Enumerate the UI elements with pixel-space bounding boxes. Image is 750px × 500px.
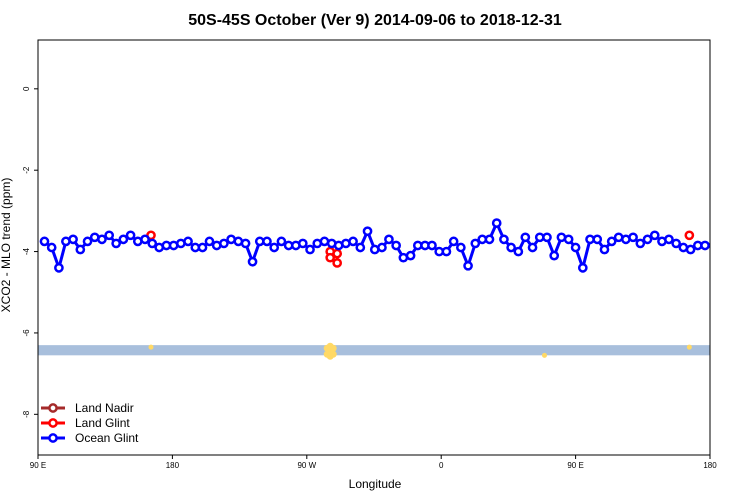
legend-marker bbox=[48, 433, 58, 443]
data-point bbox=[240, 238, 251, 249]
data-point bbox=[527, 242, 538, 253]
x-tick-label: 90 E bbox=[30, 461, 46, 470]
data-point bbox=[54, 262, 64, 273]
y-tick-label: -8 bbox=[22, 410, 31, 418]
x-tick-label: 90 E bbox=[567, 461, 583, 470]
data-point bbox=[46, 242, 57, 253]
data-point bbox=[599, 244, 610, 255]
data-point bbox=[664, 234, 674, 245]
data-point bbox=[391, 240, 402, 251]
plot-frame bbox=[37, 39, 711, 456]
data-point bbox=[82, 236, 93, 247]
data-point bbox=[118, 234, 129, 245]
data-point bbox=[520, 232, 531, 243]
data-point bbox=[484, 234, 495, 245]
legend-marker bbox=[48, 403, 58, 413]
legend-label: Land Glint bbox=[75, 416, 130, 430]
data-point bbox=[491, 218, 502, 228]
data-point bbox=[348, 236, 358, 247]
data-point bbox=[377, 242, 387, 253]
data-point bbox=[140, 234, 150, 245]
data-point bbox=[247, 256, 258, 267]
data-point bbox=[39, 236, 50, 247]
legend-marker bbox=[48, 418, 58, 428]
data-point bbox=[448, 236, 459, 247]
data-point bbox=[75, 244, 86, 255]
x-tick-label: 0 bbox=[439, 461, 444, 470]
data-point bbox=[332, 248, 343, 259]
land-marker-blob bbox=[326, 342, 334, 350]
data-point bbox=[684, 230, 695, 241]
legend-label: Ocean Glint bbox=[75, 431, 139, 445]
land-marker bbox=[148, 344, 154, 350]
data-point bbox=[628, 232, 638, 243]
legend-label: Land Nadir bbox=[75, 401, 134, 415]
data-point bbox=[592, 234, 603, 245]
data-point bbox=[262, 236, 272, 247]
data-point bbox=[441, 246, 452, 257]
land-marker bbox=[541, 352, 547, 358]
data-point bbox=[204, 236, 215, 247]
x-tick-label: 180 bbox=[703, 461, 717, 470]
data-point bbox=[427, 240, 437, 251]
data-point bbox=[549, 250, 560, 261]
data-point bbox=[649, 230, 660, 241]
y-axis-label: XCO2 - MLO trend (ppm) bbox=[0, 178, 13, 313]
data-point bbox=[276, 236, 287, 247]
data-point bbox=[563, 234, 574, 245]
data-point bbox=[355, 242, 366, 253]
y-tick-label: -4 bbox=[22, 247, 31, 255]
data-point bbox=[183, 236, 193, 247]
data-point bbox=[147, 238, 158, 249]
y-tick-label: -2 bbox=[22, 166, 31, 174]
data-point bbox=[470, 238, 481, 249]
data-point bbox=[635, 238, 646, 249]
data-point bbox=[463, 260, 473, 271]
data-point bbox=[97, 234, 107, 245]
data-point bbox=[219, 238, 229, 249]
plot-area: 90 E 180 90 W 0 90 E 180 0 -2 -4 -6 -8 bbox=[22, 39, 717, 470]
data-point bbox=[68, 234, 78, 245]
data-point bbox=[642, 234, 653, 245]
data-point bbox=[506, 242, 516, 253]
y-tick-label: -6 bbox=[22, 329, 31, 337]
data-point bbox=[671, 238, 682, 249]
data-point bbox=[197, 242, 208, 253]
y-tick-label: 0 bbox=[22, 86, 31, 91]
chart-title: 50S-45S October (Ver 9) 2014-09-06 to 20… bbox=[188, 12, 562, 29]
data-point bbox=[570, 242, 581, 253]
data-point bbox=[305, 244, 315, 255]
data-point bbox=[111, 238, 122, 249]
data-point bbox=[700, 240, 710, 251]
data-point bbox=[456, 242, 466, 253]
data-point bbox=[125, 230, 136, 241]
land-band bbox=[38, 345, 710, 356]
data-point bbox=[104, 230, 115, 241]
data-point bbox=[606, 236, 617, 247]
x-axis-label: Longitude bbox=[349, 477, 402, 491]
data-point bbox=[332, 258, 343, 268]
data-point bbox=[577, 262, 588, 273]
data-point bbox=[297, 238, 308, 249]
data-point bbox=[325, 252, 336, 263]
x-tick-label: 90 W bbox=[297, 461, 316, 470]
land-marker-blob bbox=[326, 352, 334, 360]
data-point bbox=[384, 234, 394, 245]
data-point bbox=[269, 242, 280, 253]
data-point bbox=[685, 244, 696, 255]
land-marker bbox=[686, 344, 692, 350]
x-tick-label: 180 bbox=[166, 461, 180, 470]
data-point bbox=[542, 232, 552, 243]
data-point bbox=[513, 246, 524, 257]
data-point bbox=[362, 226, 373, 237]
data-point bbox=[405, 250, 416, 261]
data-point bbox=[499, 234, 509, 245]
